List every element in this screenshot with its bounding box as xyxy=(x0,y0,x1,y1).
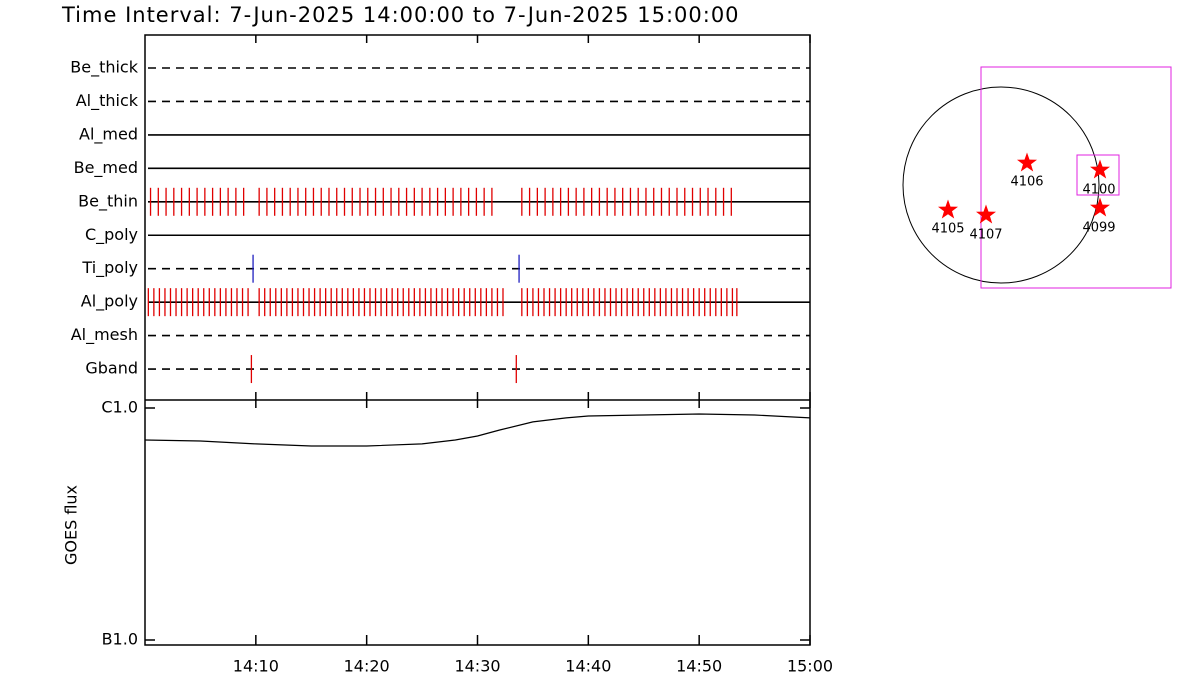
region-label: 4105 xyxy=(931,222,964,237)
x-tick-label: 15:00 xyxy=(787,657,833,676)
row-label: Al_poly xyxy=(81,292,138,312)
region-star xyxy=(1017,152,1037,172)
plot-frame xyxy=(144,34,811,646)
y-axis-label: GOES flux xyxy=(62,485,81,565)
x-tick-label: 14:20 xyxy=(344,657,390,676)
y-tick-label: C1.0 xyxy=(101,398,138,417)
goes-curve xyxy=(144,413,811,447)
fov-map: 4105 4107 4106 4100 4099 xyxy=(902,66,1172,289)
sun-disk xyxy=(902,86,1100,284)
region-label: 4100 xyxy=(1082,183,1115,198)
region-star xyxy=(938,199,958,219)
fov-box xyxy=(980,66,1172,289)
region-star xyxy=(1090,197,1110,217)
x-tick-label: 14:50 xyxy=(676,657,722,676)
region-star xyxy=(1090,159,1110,179)
region-star xyxy=(976,204,996,224)
row-label: Be_thin xyxy=(78,191,138,211)
region-label: 4099 xyxy=(1082,221,1115,236)
x-tick-label: 14:30 xyxy=(454,657,500,676)
row-label: Al_med xyxy=(79,124,138,144)
row-label: Gband xyxy=(85,359,138,378)
region-label: 4107 xyxy=(969,228,1002,243)
row-label: Be_thick xyxy=(70,58,138,78)
region-label: 4106 xyxy=(1010,175,1043,190)
row-label: C_poly xyxy=(85,225,138,245)
y-tick-label: B1.0 xyxy=(102,630,138,649)
x-tick-label: 14:40 xyxy=(565,657,611,676)
fov-box-small xyxy=(1076,154,1120,196)
row-label: Ti_poly xyxy=(81,258,138,278)
row-label: Al_mesh xyxy=(71,325,138,345)
row-label: Be_med xyxy=(74,158,138,178)
row-label: Al_thick xyxy=(76,91,139,111)
chart-title: Time Interval: 7-Jun-2025 14:00:00 to 7-… xyxy=(61,3,740,27)
x-tick-label: 14:10 xyxy=(233,657,279,676)
